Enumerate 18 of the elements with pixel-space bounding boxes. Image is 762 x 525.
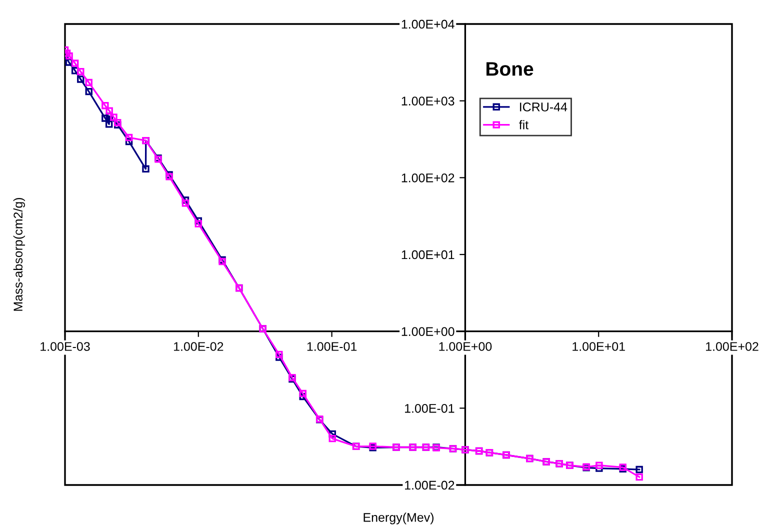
y-tick-label: 1.00E+01 (402, 250, 454, 260)
y-tick-label: 1.00E-01 (405, 404, 454, 413)
y-tick-label: 1.00E+02 (402, 173, 454, 182)
y-tick-label: 1.00E-02 (405, 480, 454, 490)
x-tick-label: 1.00E-01 (307, 342, 357, 351)
text: Bone (486, 62, 534, 76)
x-tick-label: 1.00E+01 (572, 342, 625, 351)
x-tick-label: 1.00E+02 (706, 342, 758, 351)
x-tick-label: 1.00E+00 (439, 342, 492, 351)
x-tick-label: 1.00E-03 (40, 342, 90, 351)
legend-label: fit (519, 120, 528, 130)
legend-label: ICRU-44 (520, 102, 568, 112)
y-tick-label: 1.00E+03 (402, 96, 454, 106)
y-tick-label: 1.00E+00 (402, 327, 454, 336)
y-tick-label: 1.00E+04 (402, 20, 454, 29)
x-axis-title: Energy(Mev) (364, 512, 434, 524)
x-tick-label: 1.00E-02 (174, 342, 224, 351)
y-axis-title: Mass-absorp(cm2/g) (13, 198, 25, 311)
